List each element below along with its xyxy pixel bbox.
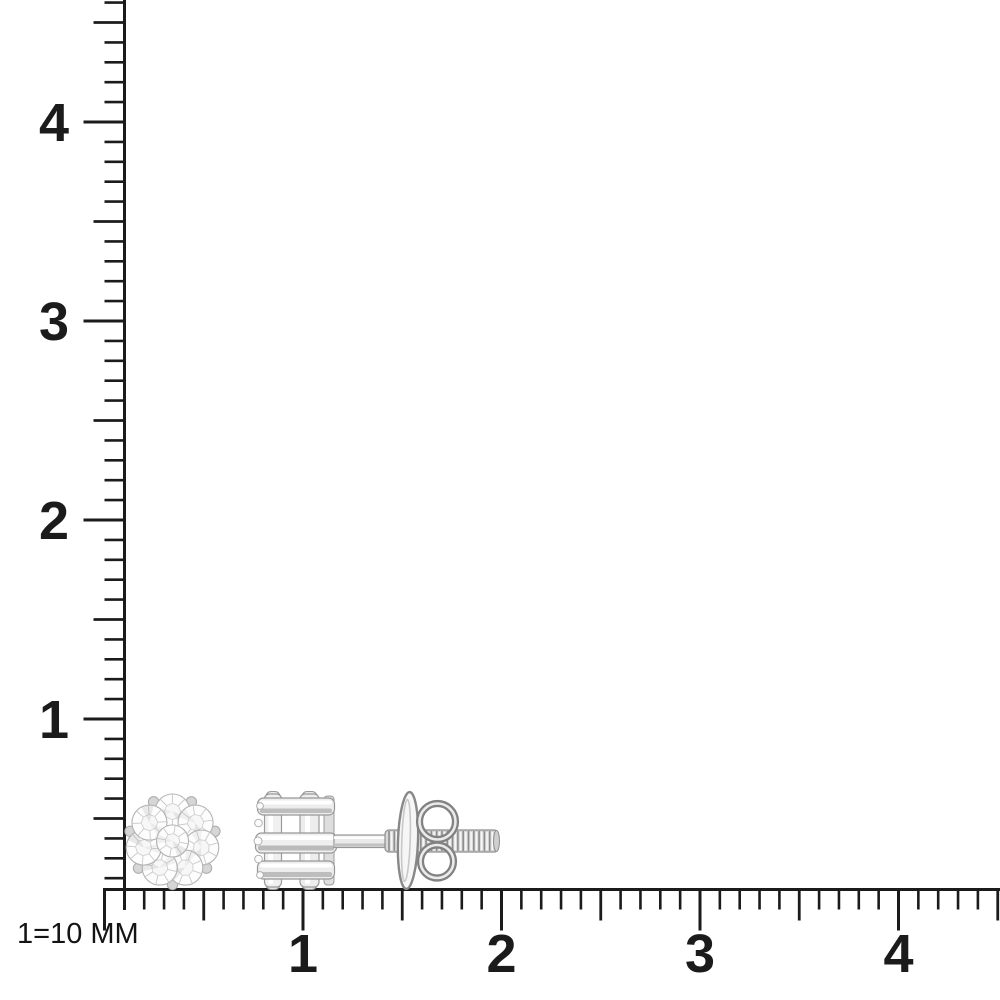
facet-line [132,833,139,842]
facet-line [136,810,144,818]
facet-shadow [185,850,196,868]
facet-line [156,837,166,841]
h-ruler-label-3: 3 [685,924,715,984]
facet-line [203,855,207,865]
facet-line [196,830,200,840]
h-ruler-label-4: 4 [883,924,913,984]
facet-line [167,868,177,872]
facet-line [176,846,183,855]
stone-table [151,859,169,877]
h-ruler-label-1: 1 [288,924,318,984]
facet-line [200,808,207,817]
facet-line [169,848,172,857]
stone-table [186,814,205,832]
facet-line [192,870,202,875]
facet-shadow [172,841,187,857]
stone-table [163,802,182,821]
facet-line [141,855,144,866]
rail-highlight [260,800,332,805]
rail-highlight [258,835,334,840]
earring-side-view [253,790,500,891]
melee-diamond [256,802,264,810]
facet-line [178,875,183,885]
facet-line [126,845,136,848]
stone-table [140,813,159,832]
vertical-ruler [83,0,126,910]
scale-note: 1=10 MM [17,918,139,950]
facet-line [178,831,186,838]
facet-line [163,874,170,883]
facet-line [162,827,169,836]
melee-diamond [254,818,263,828]
v-ruler-label-4: 4 [39,93,69,153]
facet-shadow [156,833,173,844]
facet-line [144,871,153,878]
rail-shade [258,845,334,851]
butterfly-wing-top-highlight [418,802,457,841]
facet-line [178,823,188,826]
facet-line [159,798,168,807]
disc-face [396,790,420,891]
earring-front-view [124,793,221,891]
facet-line [148,853,156,862]
butterfly-wing-bottom-highlight [419,843,455,880]
facet-line [192,805,195,815]
facet-line [166,857,175,864]
horizontal-ruler [103,888,1000,931]
ruler-labels: 4 3 2 1 1 2 3 4 [39,93,914,984]
rail-shade [260,808,332,813]
facet-line [187,851,192,861]
melee-diamond [253,836,263,846]
facet-line [204,832,211,841]
v-ruler-label-2: 2 [39,491,69,551]
post-highlight [334,836,386,839]
facet-line [181,811,190,819]
thread-end-cap [493,830,500,852]
rail-highlight [260,863,332,868]
post-shade [334,843,386,847]
facet-shadow [178,808,196,823]
facet-line [177,798,186,807]
facet-line [192,860,202,865]
facet-line [130,852,138,860]
facet-shadow [141,805,154,823]
facet-line [203,819,213,822]
facet-line [173,825,176,834]
facet-line [137,828,145,836]
facet-line [188,874,193,884]
facet-shadow [127,831,144,848]
melee-diamond [254,854,263,864]
facet-line [159,844,167,851]
facet-line [155,875,159,885]
stone-table [135,838,153,857]
v-ruler-label-3: 3 [39,292,69,352]
stone-table [164,833,181,849]
disc-inner-line [400,798,412,883]
facet-line [179,841,189,845]
facet-line [208,851,217,857]
rail-shade [260,872,332,877]
facet-line [209,842,219,846]
stone-table [177,859,194,876]
v-ruler-label-1: 1 [39,690,69,750]
facet-shadow [190,830,202,848]
melee-diamond [256,871,264,879]
facet-line [154,809,162,817]
screwback-disc [396,790,420,891]
h-ruler-label-2: 2 [486,924,516,984]
